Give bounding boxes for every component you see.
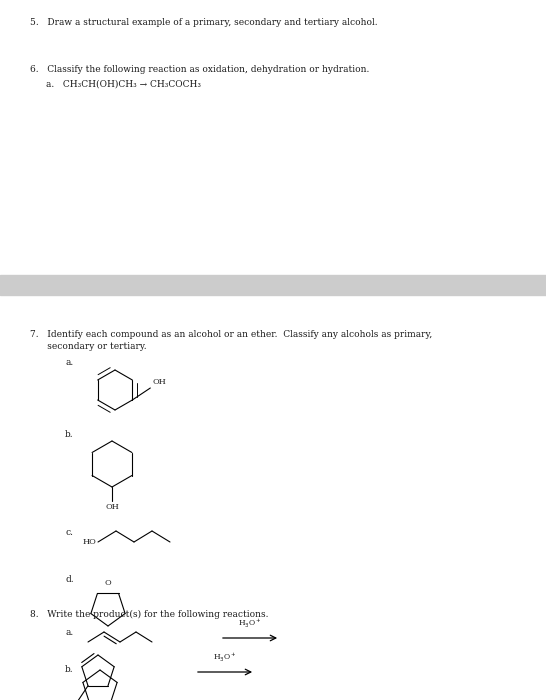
Text: H$_3$O$^+$: H$_3$O$^+$ <box>238 617 262 630</box>
Text: a.: a. <box>65 358 73 367</box>
Text: a.: a. <box>65 628 73 637</box>
Text: O: O <box>105 579 111 587</box>
Text: secondary or tertiary.: secondary or tertiary. <box>30 342 147 351</box>
Text: OH: OH <box>105 503 119 511</box>
Text: b.: b. <box>65 430 74 439</box>
Text: b.: b. <box>65 665 74 674</box>
Text: H$_3$O$^+$: H$_3$O$^+$ <box>213 651 237 664</box>
Text: 5.   Draw a structural example of a primary, secondary and tertiary alcohol.: 5. Draw a structural example of a primar… <box>30 18 378 27</box>
Bar <box>0 275 546 295</box>
Text: HO: HO <box>82 538 96 546</box>
Text: a.   CH₃CH(OH)CH₃ → CH₃COCH₃: a. CH₃CH(OH)CH₃ → CH₃COCH₃ <box>46 80 201 89</box>
Text: d.: d. <box>65 575 74 584</box>
Text: OH: OH <box>152 378 166 386</box>
Text: c.: c. <box>65 528 73 537</box>
Text: 8.   Write the product(s) for the following reactions.: 8. Write the product(s) for the followin… <box>30 610 269 619</box>
Text: 7.   Identify each compound as an alcohol or an ether.  Classify any alcohols as: 7. Identify each compound as an alcohol … <box>30 330 432 339</box>
Text: 6.   Classify the following reaction as oxidation, dehydration or hydration.: 6. Classify the following reaction as ox… <box>30 65 370 74</box>
